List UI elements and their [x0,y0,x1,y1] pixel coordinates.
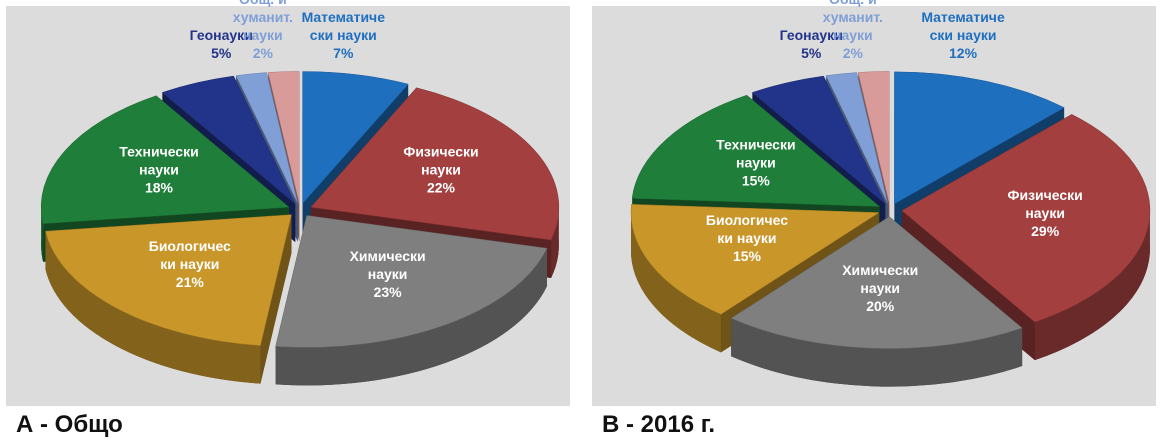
pie-slice [161,75,296,205]
value-label: 20% [866,298,895,314]
value-label: 5% [801,45,822,61]
pie-slice [894,71,1065,205]
pie-slice [730,216,1023,349]
value-label: 18% [145,180,174,196]
slice-label: Технически науки [716,137,795,171]
slice-side [731,318,1023,387]
slice-side [41,207,44,262]
slice-label: Химически науки [842,262,918,296]
value-label: 23% [374,284,403,300]
pie-slice [857,71,890,204]
slice-side [275,248,547,386]
slice-label: Физически науки [403,144,478,178]
slice-side [630,212,721,353]
pie-slice [630,204,880,315]
pie-slice [302,71,409,205]
slice-label: Биологичес ки науки [149,238,231,272]
slice-label: Биологичес ки науки [706,212,788,246]
slice-label: Математиче ски науки [921,9,1005,43]
slice-side [551,207,559,279]
pie-slice [825,72,888,204]
slice-label: Математиче ски науки [302,9,386,43]
slice-side [45,231,261,384]
pie-slice [275,215,548,348]
pie-slice [310,87,560,241]
slice-label: Геонауки [190,27,253,43]
pie-slice [45,214,292,346]
slice-side [1034,210,1150,361]
slice-label: Физически науки [1008,187,1083,221]
pie-slice [751,75,886,205]
value-label: 2% [253,45,274,61]
value-label: 7% [333,45,354,61]
slice-label: Геонауки [780,27,843,43]
value-label: 5% [211,45,232,61]
pie-slice [235,72,298,204]
value-label: 15% [733,248,762,264]
slice-label: Химически науки [350,248,426,282]
value-label: 22% [427,180,456,196]
slice-label: Общ. ихуманит.науки [823,0,883,43]
pie-slice [40,95,290,224]
slice-wall [260,214,292,384]
value-label: 12% [949,45,978,61]
pie-slice [267,71,300,204]
value-label: 21% [176,274,205,290]
pie-slice [631,94,881,207]
value-label: 29% [1031,223,1060,239]
pie-slice [901,114,1151,323]
slice-label: Общ. ихуманит.науки [233,0,293,43]
value-label: 2% [843,45,864,61]
chart-title: В - 2016 г. [602,411,715,438]
chart-title: А - Общо [16,411,123,438]
slice-label: Технически науки [119,144,198,178]
value-label: 15% [742,173,771,189]
